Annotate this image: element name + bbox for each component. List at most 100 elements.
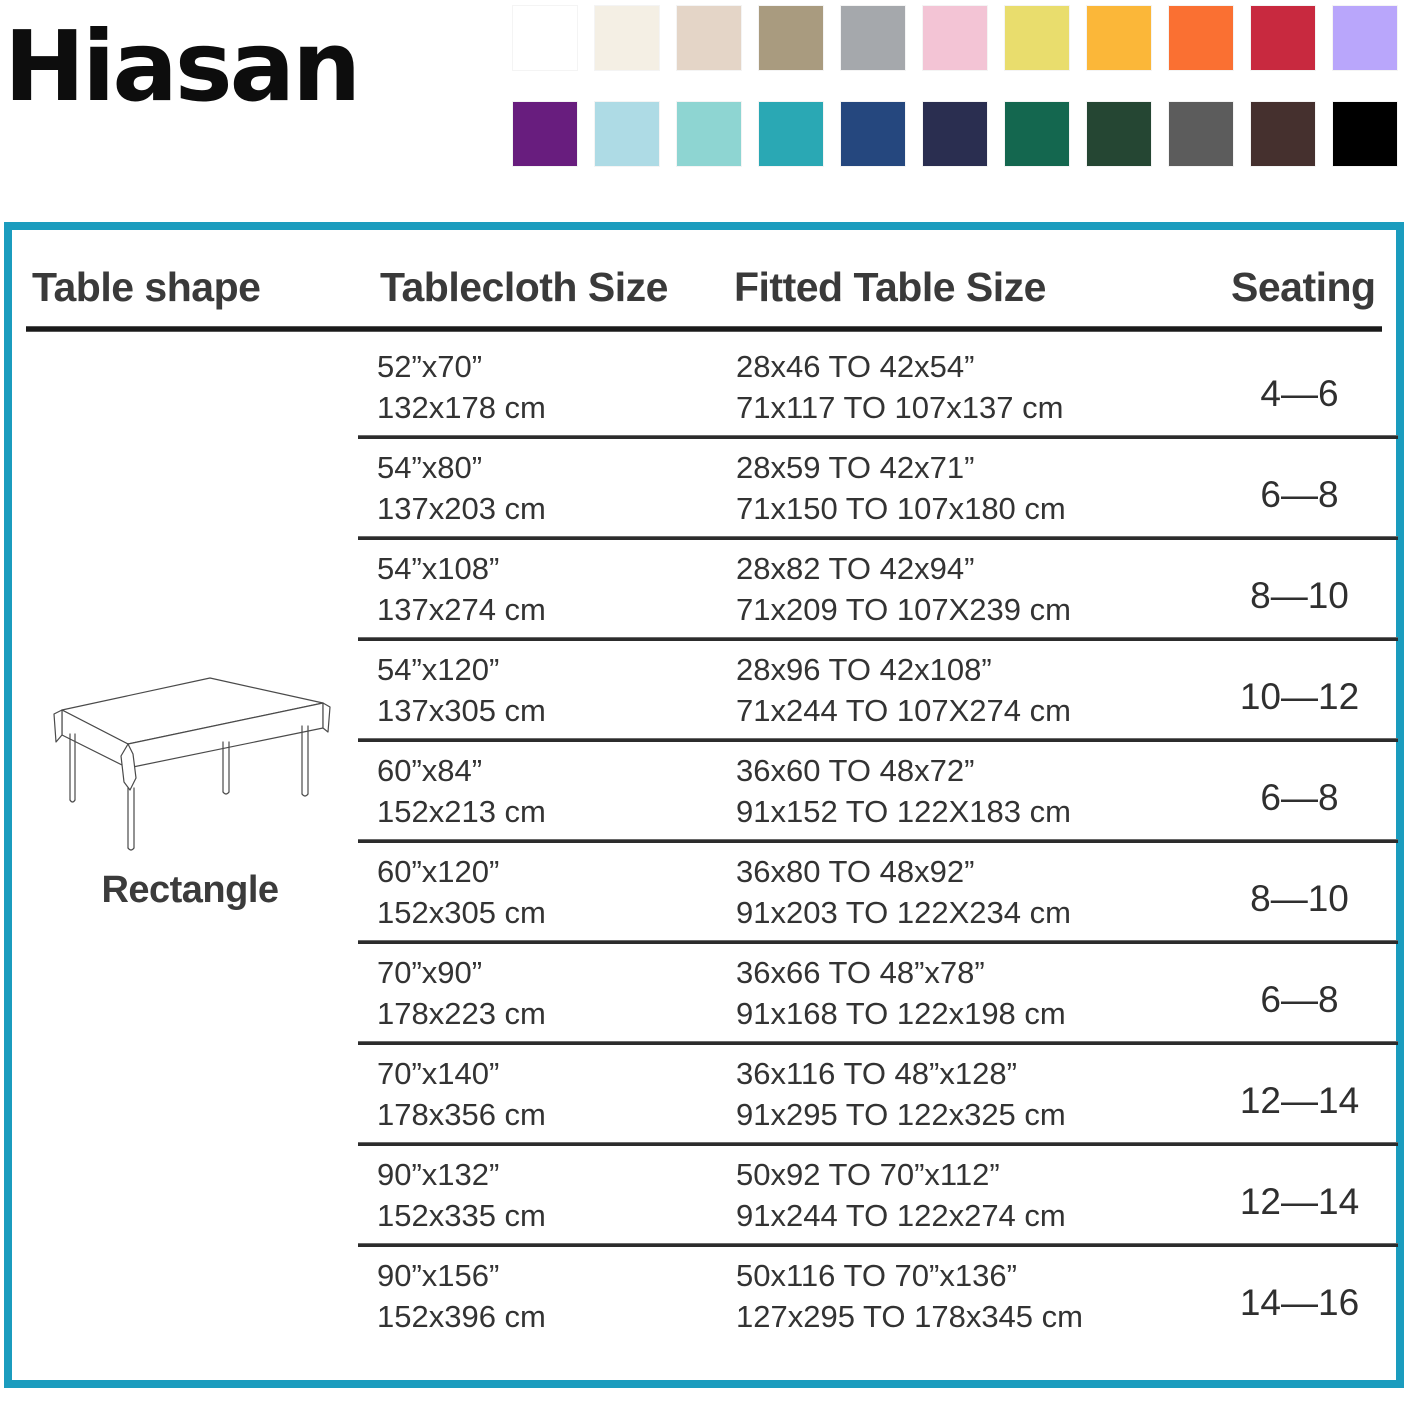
color-swatch-white[interactable] [513,6,577,70]
table-row: 54”x108” 137x274 cm 28x82 TO 42x94” 71x209 … [12,536,1398,637]
tablecloth-size-inches: 52”x70” [377,349,483,384]
color-swatch-blush-pink[interactable] [923,6,987,70]
color-swatch-charcoal-grey[interactable] [1169,102,1233,166]
tablecloth-size-cm: 137x274 cm [377,591,546,627]
color-swatch-teal[interactable] [759,102,823,166]
fitted-size-cm: 71x150 TO 107x180 cm [736,490,1066,526]
cell-seating: 12—14 [1239,1080,1360,1121]
table-row: 90”x156” 152x396 cm 50x116 TO 70”x136” 127x… [12,1243,1398,1344]
color-swatch-dark-brown[interactable] [1251,102,1315,166]
row-divider [358,738,1398,742]
tablecloth-size-inches: 54”x80” [377,450,483,485]
cell-tablecloth-size: 90”x156” 152x396 cm [377,1256,546,1338]
table-row: 60”x84” 152x213 cm 36x60 TO 48x72” 91x152 T… [12,738,1398,839]
row-divider [358,1243,1398,1247]
fitted-size-cm: 91x295 TO 122x325 cm [736,1096,1066,1132]
fitted-size-inches: 28x59 TO 42x71” [736,450,975,485]
cell-seating: 10—12 [1239,676,1360,717]
color-swatch-light-yellow[interactable] [1005,6,1069,70]
cell-tablecloth-size: 90”x132” 152x335 cm [377,1155,546,1237]
fitted-size-inches: 36x80 TO 48x92” [736,854,975,889]
header-divider-rule [26,326,1382,332]
fitted-size-inches: 36x116 TO 48”x128” [736,1056,1017,1091]
cell-seating: 8—10 [1250,878,1349,919]
fitted-size-inches: 50x116 TO 70”x136” [736,1258,1017,1293]
color-swatch-navy-blue[interactable] [841,102,905,166]
table-shape-label: Rectangle [101,869,279,911]
column-header-tablecloth-size: Tablecloth Size [380,264,668,310]
cell-tablecloth-size: 70”x90” 178x223 cm [377,953,546,1035]
tablecloth-size-inches: 70”x90” [377,955,483,990]
color-swatch-row-1 [513,6,1413,74]
tablecloth-size-inches: 90”x156” [377,1258,500,1293]
size-chart-panel: Table shape Tablecloth Size Fitted Table… [4,222,1404,1388]
row-divider [358,536,1398,540]
cell-seating: 8—10 [1250,575,1349,616]
cell-tablecloth-size: 70”x140” 178x356 cm [377,1054,546,1136]
tablecloth-size-cm: 178x356 cm [377,1096,546,1132]
color-swatch-black[interactable] [1333,102,1397,166]
table-row: 52”x70” 132x178 cm 28x46 TO 42x54” 71x117 T… [12,334,1396,435]
cell-seating: 14—16 [1239,1282,1360,1323]
tablecloth-size-inches: 54”x108” [377,551,500,586]
cell-seating: 6—8 [1260,474,1339,515]
table-shape-cell: Rectangle [20,670,360,912]
fitted-size-inches: 28x46 TO 42x54” [736,349,975,384]
fitted-size-cm: 71x244 TO 107X274 cm [736,692,1071,728]
fitted-size-inches: 36x60 TO 48x72” [736,753,975,788]
chart-header-row: Table shape Tablecloth Size Fitted Table… [12,264,1396,326]
color-swatch-golden-yellow[interactable] [1087,6,1151,70]
color-swatch-lavender[interactable] [1333,6,1397,70]
color-swatch-dark-green[interactable] [1087,102,1151,166]
column-header-fitted-table-size: Fitted Table Size [734,264,1046,310]
color-swatch-aqua[interactable] [677,102,741,166]
table-row: 54”x120” 137x305 cm 28x96 TO 42x108” 71x244… [12,637,1398,738]
color-swatch-baby-blue[interactable] [595,102,659,166]
color-swatch-taupe[interactable] [759,6,823,70]
fitted-size-inches: 36x66 TO 48”x78” [736,955,985,990]
cell-fitted-table-size: 28x59 TO 42x71” 71x150 TO 107x180 cm [736,448,1066,530]
fitted-size-cm: 127x295 TO 178x345 cm [736,1298,1083,1334]
tablecloth-size-inches: 54”x120” [377,652,500,687]
brand-logo: Hiasan [4,10,361,123]
chart-rows-area: 52”x70” 132x178 cm 28x46 TO 42x54” 71x117 T… [12,334,1398,1344]
color-swatch-emerald-green[interactable] [1005,102,1069,166]
cell-fitted-table-size: 50x92 TO 70”x112” 91x244 TO 122x274 cm [736,1155,1066,1237]
row-divider [358,1041,1398,1045]
color-swatch-ivory[interactable] [595,6,659,70]
color-swatch-purple[interactable] [513,102,577,166]
color-swatch-orange[interactable] [1169,6,1233,70]
cell-fitted-table-size: 28x82 TO 42x94” 71x209 TO 107X239 cm [736,549,1071,631]
row-divider [358,940,1398,944]
column-header-seating: Seating [1231,264,1376,310]
color-swatch-row-2 [513,102,1413,170]
fitted-size-cm: 71x209 TO 107X239 cm [736,591,1071,627]
cell-seating: 6—8 [1260,979,1339,1020]
table-row: 60”x120” 152x305 cm 36x80 TO 48x92” 91x203 … [12,839,1398,940]
fitted-size-cm: 71x117 TO 107x137 cm [736,389,1064,425]
cell-fitted-table-size: 28x96 TO 42x108” 71x244 TO 107X274 cm [736,650,1071,732]
table-row: 70”x140” 178x356 cm 36x116 TO 48”x128” 91x2… [12,1041,1398,1142]
cell-tablecloth-size: 60”x120” 152x305 cm [377,852,546,934]
cell-tablecloth-size: 54”x120” 137x305 cm [377,650,546,732]
tablecloth-size-cm: 152x335 cm [377,1197,546,1233]
fitted-size-inches: 28x96 TO 42x108” [736,652,992,687]
fitted-size-cm: 91x152 TO 122X183 cm [736,793,1071,829]
tablecloth-size-cm: 137x203 cm [377,490,546,526]
row-divider [358,839,1398,843]
cell-tablecloth-size: 54”x80” 137x203 cm [377,448,546,530]
cell-seating: 12—14 [1239,1181,1360,1222]
color-swatch-beige[interactable] [677,6,741,70]
tablecloth-size-inches: 70”x140” [377,1056,500,1091]
cell-fitted-table-size: 36x116 TO 48”x128” 91x295 TO 122x325 cm [736,1054,1066,1136]
row-divider [358,435,1398,439]
size-chart-inner: Table shape Tablecloth Size Fitted Table… [12,230,1398,1380]
fitted-size-cm: 91x244 TO 122x274 cm [736,1197,1066,1233]
tablecloth-size-cm: 152x213 cm [377,793,546,829]
cell-fitted-table-size: 36x80 TO 48x92” 91x203 TO 122X234 cm [736,852,1071,934]
color-swatch-red[interactable] [1251,6,1315,70]
color-swatch-midnight-navy[interactable] [923,102,987,166]
cell-seating: 4—6 [1260,373,1339,414]
tablecloth-size-cm: 178x223 cm [377,995,546,1031]
color-swatch-silver-grey[interactable] [841,6,905,70]
